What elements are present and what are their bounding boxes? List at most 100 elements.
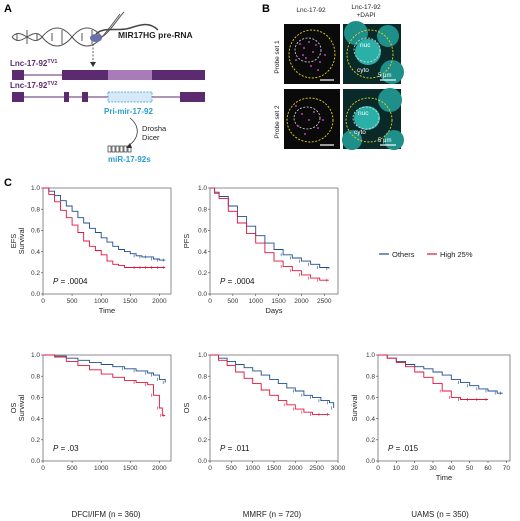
y-tick-label: 0.8 xyxy=(198,373,207,380)
km-plot-0: 0.0 0.2 0.4 0.6 0.8 1.0 0 500 1000 1500 2000 Time EF… xyxy=(9,185,172,315)
p-value: P = .0004 xyxy=(53,277,88,286)
y-tick-label: 0.4 xyxy=(198,416,207,423)
y-tick-label: 0.2 xyxy=(31,270,40,277)
series-line-others xyxy=(210,187,330,269)
y-axis-label: Survival xyxy=(17,227,26,254)
nuc-label-1: nuc xyxy=(360,42,371,49)
panel-b-microscopy: Lnc-17-92 Lnc-17-92 +DAPI Probe set 1 Pr… xyxy=(274,4,404,150)
y-axis-label-top: OS xyxy=(9,403,18,414)
scale-label-1: 5 μm xyxy=(378,73,391,79)
x-tick-label: 0 xyxy=(208,465,212,472)
y-tick-label: 1.0 xyxy=(198,185,207,192)
legend: Others High 25% xyxy=(379,250,473,259)
x-tick-label: 2000 xyxy=(152,465,167,472)
panel-letter-c: C xyxy=(4,177,12,189)
x-tick-label: 2000 xyxy=(288,465,303,472)
x-tick-label: 0 xyxy=(208,298,212,305)
km-plot-4: 0.0 0.2 0.4 0.6 0.8 1.0 0 10 20 30 40 50 60 70 Time Sur… xyxy=(350,352,510,482)
y-axis-label: PFS xyxy=(182,234,191,249)
tv2-label: Lnc-17-92TV2 xyxy=(10,81,57,90)
x-tick-label: 3000 xyxy=(331,465,346,472)
cyto-label-2: cyto xyxy=(354,129,366,136)
x-tick-label: 1000 xyxy=(248,298,263,305)
row1-label: Probe set 1 xyxy=(274,40,281,74)
x-axis-label: Time xyxy=(436,473,452,482)
plot-frame xyxy=(42,187,172,295)
caption-uams: UAMS (n = 350) xyxy=(411,510,469,519)
y-tick-label: 1.0 xyxy=(31,185,40,192)
y-tick-label: 0.6 xyxy=(198,395,207,402)
legend-others-label: Others xyxy=(392,250,415,259)
y-tick-label: 0.0 xyxy=(31,458,40,465)
series-line-high xyxy=(378,354,488,400)
y-tick-label: 0.8 xyxy=(31,206,40,213)
y-tick-label: 1.0 xyxy=(31,352,40,359)
series-line-others xyxy=(378,354,503,394)
km-plot-3: 0.0 0.2 0.4 0.6 0.8 1.0 0 500 1000 1500 2000 2500 30… xyxy=(182,352,346,472)
x-tick-label: 2000 xyxy=(152,298,167,305)
x-tick-label: 500 xyxy=(67,465,78,472)
y-tick-label: 0.4 xyxy=(366,416,375,423)
x-tick-label: 1000 xyxy=(94,465,109,472)
x-tick-label: 0 xyxy=(376,465,380,472)
y-tick-label: 0.2 xyxy=(198,270,207,277)
image-probe2-dapi: nuc cyto 5 μm xyxy=(342,88,404,150)
x-tick-label: 500 xyxy=(227,298,238,305)
y-tick-label: 0.0 xyxy=(198,458,207,465)
series-line-others xyxy=(43,354,166,383)
y-tick-label: 0.2 xyxy=(31,437,40,444)
y-tick-label: 0.2 xyxy=(366,437,375,444)
km-plot-1: 0.0 0.2 0.4 0.6 0.8 1.0 0 500 1000 1500 2000 2500 Da… xyxy=(182,185,339,315)
x-tick-label: 20 xyxy=(411,465,419,472)
x-tick-label: 2000 xyxy=(294,298,309,305)
tv1-transcript xyxy=(12,70,205,80)
cyto-label-1: cyto xyxy=(357,67,369,74)
x-tick-label: 10 xyxy=(393,465,401,472)
y-tick-label: 0.2 xyxy=(198,437,207,444)
row2-label: Probe set 2 xyxy=(274,105,281,139)
y-tick-label: 0.6 xyxy=(366,395,375,402)
x-tick-label: 1500 xyxy=(271,298,286,305)
x-tick-label: 1500 xyxy=(267,465,282,472)
series-line-high xyxy=(43,187,166,268)
y-tick-label: 0.8 xyxy=(31,373,40,380)
p-value: P = .0004 xyxy=(220,277,255,286)
y-axis-label: Survival xyxy=(17,394,26,421)
p-value: P = .011 xyxy=(220,444,250,453)
x-tick-label: 30 xyxy=(429,465,437,472)
x-tick-label: 1500 xyxy=(123,298,138,305)
x-tick-label: 60 xyxy=(484,465,492,472)
caption-dfci: DFCI/IFM (n = 360) xyxy=(71,510,140,519)
y-tick-label: 1.0 xyxy=(366,352,375,359)
y-axis-label: Survival xyxy=(350,394,359,421)
x-tick-label: 500 xyxy=(226,465,237,472)
plot-frame xyxy=(209,187,339,295)
pri-mir-label: Pri-mir-17-92 xyxy=(104,107,153,116)
mirna-icon xyxy=(107,145,132,153)
series-line-others xyxy=(43,187,166,261)
x-tick-label: 40 xyxy=(448,465,456,472)
y-tick-label: 0.0 xyxy=(366,458,375,465)
legend-high-label: High 25% xyxy=(440,250,473,259)
image-probe1-dapi: nuc cyto 5 μm xyxy=(343,21,404,84)
processing-arrow xyxy=(127,117,138,147)
x-tick-label: 0 xyxy=(41,465,45,472)
drosha-label: Drosha xyxy=(142,124,167,133)
y-tick-label: 0.4 xyxy=(198,249,207,256)
series-line-others xyxy=(210,354,335,408)
col2-header: Lnc-17-92 xyxy=(351,4,381,11)
y-tick-label: 0.4 xyxy=(31,249,40,256)
caption-mmrf: MMRF (n = 720) xyxy=(243,510,302,519)
panel-c-survival-plots: 0.00.20.40.60.81.00 500 1000 1500 2000TimeEF… xyxy=(9,185,510,482)
km-plot-2: 0.0 0.2 0.4 0.6 0.8 1.0 0 500 1000 1500 2000 OS Surv… xyxy=(9,352,172,472)
p-value: P = .03 xyxy=(53,444,79,453)
y-tick-label: 0.0 xyxy=(31,291,40,298)
panel-a-schematic: MIR17HG pre-RNA Lnc-17-92TV1 Lnc-17-92TV… xyxy=(10,11,205,164)
panel-letter-a: A xyxy=(4,3,12,15)
p-value: P = .015 xyxy=(388,444,419,453)
x-tick-label: 1000 xyxy=(245,465,260,472)
y-axis-label: OS xyxy=(182,403,191,414)
x-tick-label: 1500 xyxy=(123,465,138,472)
y-tick-label: 1.0 xyxy=(198,352,207,359)
